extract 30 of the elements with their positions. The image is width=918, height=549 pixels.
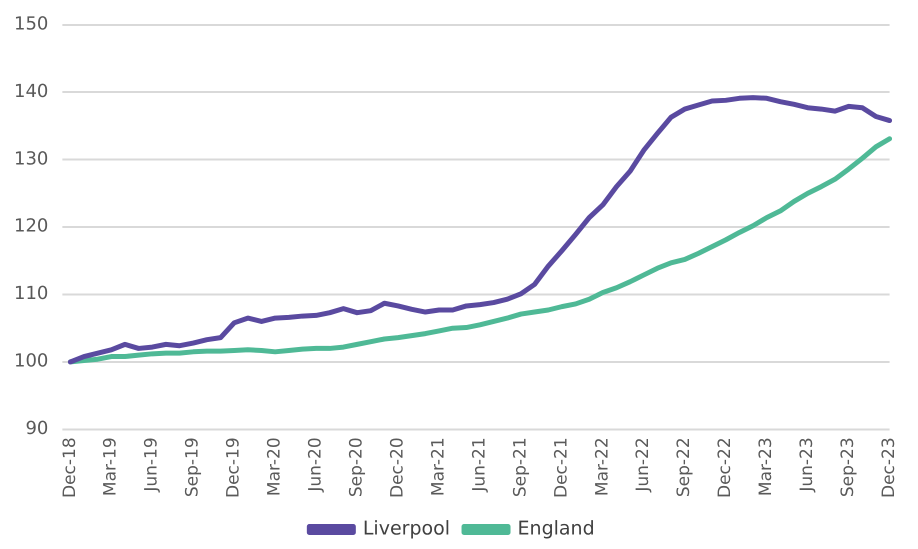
x-tick-label: Dec-18 [60,437,80,498]
x-tick-label: Jun-19 [142,437,162,493]
x-tick-label: Sep-19 [182,437,203,498]
x-tick-label: Mar-20 [264,437,285,496]
x-tick-label: Jun-22 [633,437,654,493]
legend-label: England [518,517,595,540]
x-tick-label: Dec-23 [879,437,900,498]
y-tick-label: 130 [14,148,48,170]
y-tick-label: 120 [14,216,48,237]
x-tick-label: Dec-20 [387,437,408,498]
x-tick-label: Dec-19 [224,437,244,498]
y-tick-label: 90 [25,418,48,440]
y-tick-label: 100 [14,350,48,372]
x-tick-label: Dec-21 [551,437,572,498]
legend-label: Liverpool [362,517,450,540]
x-tick-label: Jun-23 [797,437,818,493]
x-tick-label: Mar-19 [100,437,121,496]
x-tick-label: Sep-23 [838,437,858,498]
y-tick-label: 150 [14,13,48,34]
x-tick-label: Jun-20 [306,437,326,493]
x-tick-label: Dec-22 [715,437,736,498]
x-tick-label: Mar-21 [428,437,448,496]
y-tick-label: 110 [14,283,48,304]
x-tick-label: Jun-21 [469,437,490,493]
x-tick-label: Mar-22 [592,437,612,496]
x-tick-label: Sep-22 [674,437,694,498]
x-tick-label: Sep-20 [346,437,367,498]
x-tick-label: Mar-23 [756,437,776,496]
x-tick-label: Sep-21 [510,437,530,498]
y-tick-label: 140 [14,80,48,102]
